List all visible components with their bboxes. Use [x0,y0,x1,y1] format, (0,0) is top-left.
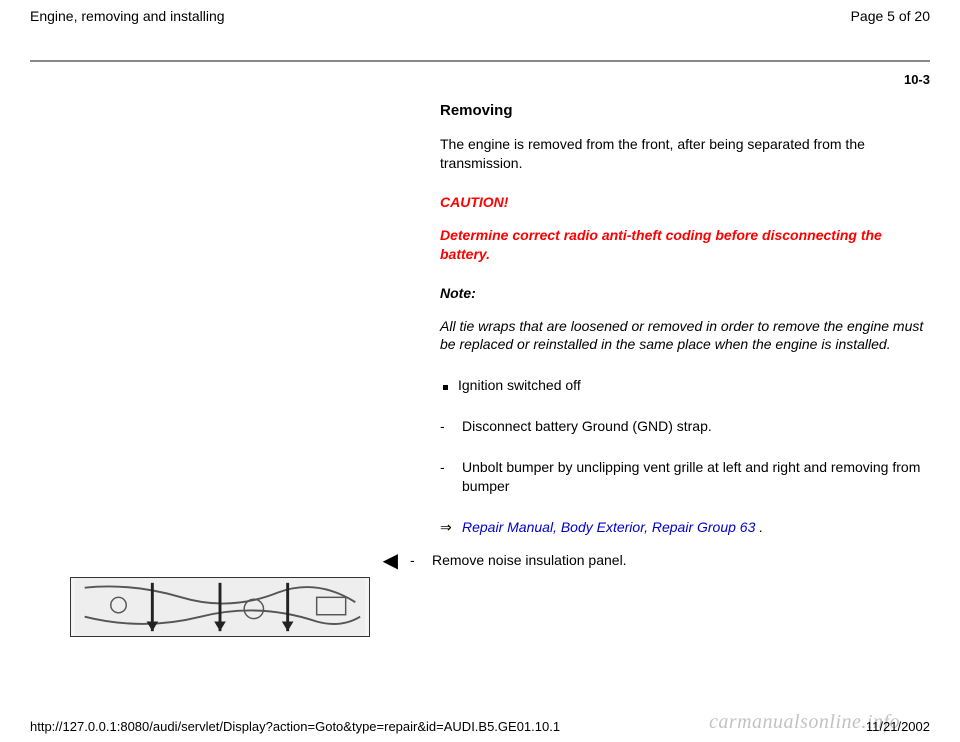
reference-suffix: . [755,519,763,535]
left-triangle-icon: ◀ [383,550,398,572]
note-label: Note: [440,284,930,303]
step-text: Remove noise insulation panel. [432,551,960,570]
figure-panel [70,577,370,637]
step-row-1: - Disconnect battery Ground (GND) strap. [440,417,930,436]
reference-row: ⇒ Repair Manual, Body Exterior, Repair G… [440,518,930,537]
bullet-row: Ignition switched off [440,376,930,395]
figure-step-column: - Remove noise insulation panel. [410,551,960,570]
page-header: Engine, removing and installing Page 5 o… [0,0,960,30]
figure-row: ◀ - Remove noise insulation panel. [0,551,960,637]
step-text: Disconnect battery Ground (GND) strap. [462,417,930,436]
caution-text: Determine correct radio anti-theft codin… [440,226,930,264]
dash-marker: - [440,417,462,436]
caution-label: CAUTION! [440,193,930,212]
figure-pointer-column: ◀ [0,551,410,637]
step-row-2: - Unbolt bumper by unclipping vent grill… [440,458,930,496]
footer-url: http://127.0.0.1:8080/audi/servlet/Displ… [30,719,560,734]
left-column [30,101,440,551]
arrow-icon: ⇒ [440,518,462,537]
reference-link-wrap: Repair Manual, Body Exterior, Repair Gro… [462,518,763,537]
content-area: Removing The engine is removed from the … [0,101,960,551]
section-number: 10-3 [0,68,960,101]
dash-marker: - [440,458,462,496]
note-text: All tie wraps that are loosened or remov… [440,317,930,355]
page-indicator: Page 5 of 20 [851,8,930,24]
section-heading: Removing [440,101,930,121]
step-row-3: - Remove noise insulation panel. [410,551,960,570]
dash-marker: - [410,551,432,570]
doc-title: Engine, removing and installing [30,8,225,24]
header-rule [30,60,930,62]
reference-link[interactable]: Repair Manual, Body Exterior, Repair Gro… [462,519,755,535]
bullet-marker [440,376,458,395]
page-footer: http://127.0.0.1:8080/audi/servlet/Displ… [30,719,930,734]
right-column: Removing The engine is removed from the … [440,101,930,551]
figure-svg [71,578,369,636]
intro-paragraph: The engine is removed from the front, af… [440,135,930,173]
step-text: Unbolt bumper by unclipping vent grille … [462,458,930,496]
bullet-text: Ignition switched off [458,376,930,395]
footer-date: 11/21/2002 [866,719,930,734]
